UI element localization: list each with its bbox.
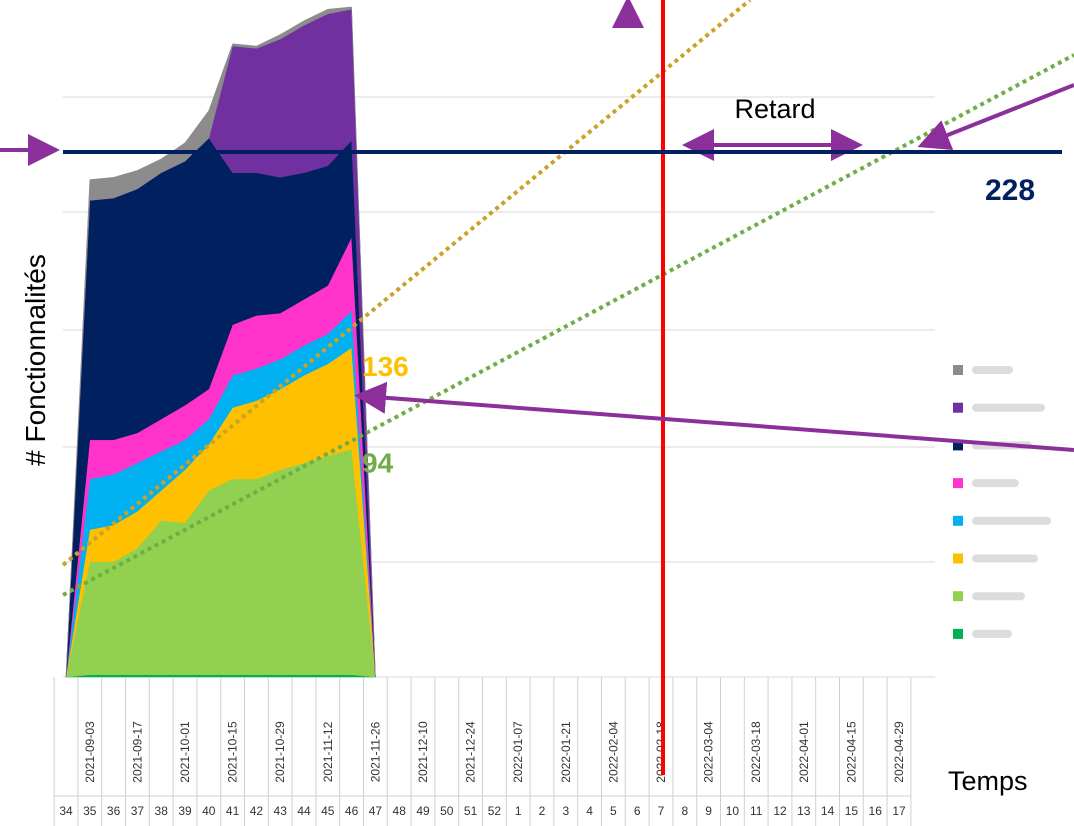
- x-tick-label: 41: [226, 804, 240, 818]
- legend-blur: [972, 403, 1045, 412]
- x-tick-label: 7: [658, 804, 665, 818]
- x-tick-label: 34: [59, 804, 73, 818]
- x-tick-label: 46: [345, 804, 359, 818]
- legend-blur: [972, 516, 1051, 525]
- date-label: 2021-10-01: [178, 721, 192, 783]
- x-tick-label: 49: [416, 804, 430, 818]
- legend-blur: [972, 479, 1019, 488]
- x-tick-label: 48: [393, 804, 407, 818]
- date-label: 2021-11-12: [321, 721, 335, 782]
- x-tick-label: 11: [750, 804, 763, 818]
- x-tick-label: 8: [681, 804, 688, 818]
- date-label: 2022-02-04: [606, 721, 620, 783]
- area-series: [65, 674, 376, 678]
- annotation: Retard: [734, 94, 815, 124]
- date-label: 2022-03-18: [749, 721, 763, 783]
- legend-swatch: [953, 628, 963, 639]
- target-label: 228: [985, 174, 1035, 207]
- value-label: 136: [362, 351, 409, 382]
- annotations: Retard # Fonctionnalités Temps 228 136 94: [0, 0, 1074, 796]
- x-tick-label: 38: [155, 804, 169, 818]
- x-tick-label: 15: [845, 804, 859, 818]
- legend-blur: [972, 592, 1025, 601]
- legend-swatch: [953, 591, 963, 602]
- x-tick-label: 17: [892, 804, 906, 818]
- date-label: 2022-04-01: [797, 721, 811, 783]
- date-label: 2021-12-24: [464, 721, 478, 783]
- legend: [953, 365, 1051, 639]
- y-axis-label: # Fonctionnalités: [20, 254, 51, 466]
- x-tick-label: 35: [83, 804, 97, 818]
- x-tick-label: 40: [202, 804, 216, 818]
- date-label: 2022-01-21: [559, 721, 573, 783]
- x-tick-label: 2: [539, 804, 546, 818]
- legend-swatch: [953, 365, 963, 375]
- trend-line: [62, 53, 1074, 597]
- x-tick-label: 39: [178, 804, 192, 818]
- x-tick-label: 52: [488, 804, 502, 818]
- legend-blur: [972, 554, 1038, 563]
- x-tick-label: 5: [610, 804, 617, 818]
- legend-swatch: [953, 440, 963, 451]
- arrow: [354, 381, 1074, 452]
- x-tick-label: 4: [586, 804, 593, 818]
- legend-blur: [972, 366, 1013, 374]
- date-label: 2021-09-17: [130, 721, 144, 783]
- date-label: 2021-09-03: [83, 721, 97, 783]
- x-tick-label: 13: [797, 804, 811, 818]
- x-tick-label: 10: [726, 804, 740, 818]
- legend-swatch: [953, 478, 963, 489]
- x-tick-label: 14: [821, 804, 835, 818]
- areas: [65, 6, 376, 678]
- x-tick-label: 6: [634, 804, 641, 818]
- date-label: 2022-03-04: [702, 721, 716, 783]
- x-tick-label: 50: [440, 804, 454, 818]
- date-label: 2021-10-29: [273, 721, 287, 783]
- x-tick-label: 47: [369, 804, 383, 818]
- x-tick-label: 37: [131, 804, 145, 818]
- x-tick-label: 12: [773, 804, 787, 818]
- x-tick-label: 51: [464, 804, 478, 818]
- x-tick-label: 9: [705, 804, 712, 818]
- date-label: 2021-11-26: [368, 721, 382, 782]
- x-axis-label: Temps: [948, 766, 1028, 796]
- x-tick-label: 16: [869, 804, 883, 818]
- arrow: [917, 83, 1074, 151]
- date-label: 2022-04-29: [892, 721, 906, 783]
- date-label: 2021-10-15: [226, 721, 240, 783]
- legend-blur: [972, 629, 1012, 638]
- legend-swatch: [953, 402, 963, 413]
- legend-swatch: [953, 515, 963, 526]
- x-tick-label: 36: [107, 804, 121, 818]
- x-tick-label: 44: [297, 804, 311, 818]
- legend-swatch: [953, 553, 963, 564]
- x-tick-label: 43: [274, 804, 288, 818]
- x-tick-label: 1: [515, 804, 522, 818]
- date-label: 2021-12-10: [416, 721, 430, 783]
- x-tick-label: 42: [250, 804, 264, 818]
- date-label: 2022-01-07: [511, 721, 525, 783]
- x-tick-label: 3: [562, 804, 569, 818]
- date-label: 2022-04-15: [844, 721, 858, 783]
- value-label: 94: [362, 448, 394, 479]
- x-tick-label: 45: [321, 804, 335, 818]
